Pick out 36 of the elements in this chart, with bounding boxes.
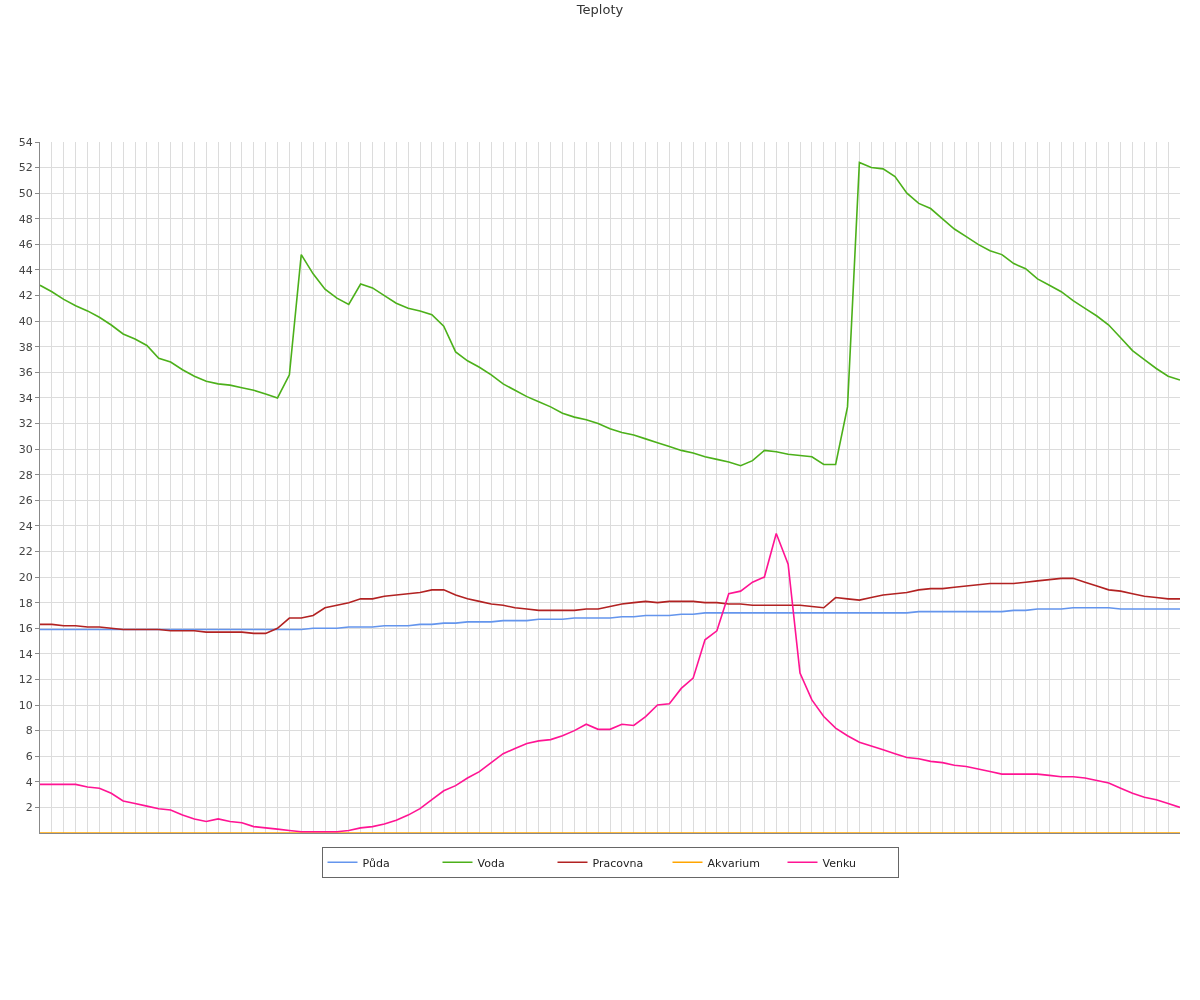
y-tick-label: 34	[18, 391, 33, 405]
y-tick-label: 16	[18, 622, 33, 636]
y-tick-label: 20	[18, 570, 33, 584]
y-tick-label: 54	[18, 135, 33, 149]
legend-label: Voda	[477, 856, 505, 870]
y-tick-label: 22	[18, 545, 33, 559]
y-tick-label: 38	[18, 340, 33, 354]
legend-label: Půda	[362, 856, 390, 870]
y-tick-label: 52	[18, 161, 33, 175]
y-tick-label: 40	[18, 315, 33, 328]
legend-label: Venku	[822, 856, 856, 870]
legend-label: Akvarium	[707, 856, 760, 870]
y-tick-label: 32	[18, 417, 33, 431]
line-series	[40, 161, 1180, 467]
y-tick-label: 14	[18, 647, 33, 661]
y-tick-label: 48	[18, 212, 33, 226]
y-tick-label: 44	[18, 263, 33, 277]
y-tick-label: 8	[25, 724, 33, 738]
y-tick-label: 46	[18, 238, 33, 252]
y-tick-label: 28	[18, 468, 33, 482]
y-tick-label: 42	[18, 289, 33, 303]
y-tick-label: 12	[18, 673, 33, 687]
y-tick-label: 26	[18, 494, 33, 508]
line-series	[40, 606, 1180, 631]
line-series	[40, 577, 1180, 635]
y-tick-label: 36	[18, 366, 33, 380]
y-tick-label: 50	[18, 187, 33, 201]
y-tick-label: 10	[18, 698, 33, 712]
chart-title: Teploty	[575, 2, 624, 18]
y-tick-label: 2	[25, 801, 33, 815]
y-tick-label: 6	[25, 750, 33, 764]
y-tick-label: 18	[18, 596, 33, 610]
legend-label: Pracovna	[592, 856, 644, 870]
y-tick-label: 4	[25, 775, 33, 789]
y-tick-label: 30	[18, 442, 33, 456]
y-tick-label: 24	[18, 519, 33, 533]
